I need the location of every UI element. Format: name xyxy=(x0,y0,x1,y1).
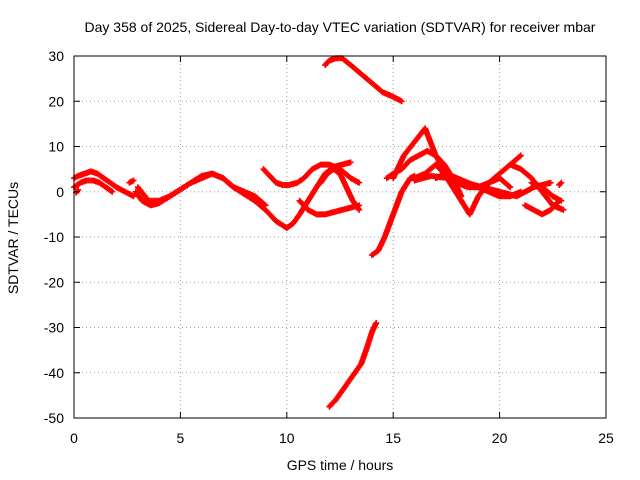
y-tick-label: 10 xyxy=(48,139,64,155)
series-arc-g xyxy=(260,161,363,188)
x-axis-title: GPS time / hours xyxy=(287,457,394,473)
axes: 0 5 10 15 20 25 -50 -40 -30 -20 -10 0 10 20 30 xyxy=(44,48,614,446)
y-tick-label: -20 xyxy=(44,274,64,290)
chart-title: Day 358 of 2025, Sidereal Day-to-day VTE… xyxy=(85,19,596,35)
data-point xyxy=(557,180,564,187)
series-arc-m xyxy=(368,172,418,259)
series-arc-v xyxy=(556,179,565,188)
y-tick-label: 0 xyxy=(56,184,64,200)
data-point xyxy=(398,98,405,105)
y-tick-label: -50 xyxy=(44,410,64,426)
data-point xyxy=(547,179,554,186)
data-point xyxy=(109,188,116,195)
data-point xyxy=(262,202,269,209)
data-point xyxy=(347,159,354,166)
grid xyxy=(74,56,606,418)
y-tick-label: 20 xyxy=(48,93,64,109)
series-arc-u xyxy=(528,179,565,204)
data-point xyxy=(560,206,567,213)
series-arc-d xyxy=(126,177,137,186)
x-tick-label: 25 xyxy=(598,430,614,446)
x-tick-label: 15 xyxy=(385,430,401,446)
data-point xyxy=(558,179,565,186)
data-points xyxy=(71,55,567,410)
series-arc-l xyxy=(326,319,380,410)
data-point xyxy=(517,188,524,195)
data-point xyxy=(517,152,524,159)
data-point xyxy=(373,319,380,326)
y-tick-label: -10 xyxy=(44,229,64,245)
data-point xyxy=(130,177,137,184)
x-tick-label: 0 xyxy=(70,430,78,446)
x-tick-label: 10 xyxy=(279,430,295,446)
x-tick-label: 20 xyxy=(492,430,508,446)
series-arc-r xyxy=(432,170,524,200)
series-arc-k xyxy=(322,55,405,105)
data-point xyxy=(516,153,523,160)
series-arc-j xyxy=(317,166,363,213)
y-tick-label: 30 xyxy=(48,48,64,64)
y-tick-label: -30 xyxy=(44,320,64,336)
series-arc-a xyxy=(71,168,137,200)
data-point xyxy=(506,183,513,190)
series-arc-b xyxy=(71,177,116,195)
x-tick-label: 5 xyxy=(177,430,185,446)
data-point xyxy=(261,201,268,208)
data-point xyxy=(558,197,565,204)
y-tick-label: -40 xyxy=(44,365,64,381)
data-point xyxy=(356,206,363,213)
series-arc-f xyxy=(134,170,269,209)
y-axis-title: SDTVAR / TECUs xyxy=(5,182,21,294)
data-point xyxy=(507,184,514,191)
data-point xyxy=(356,179,363,186)
